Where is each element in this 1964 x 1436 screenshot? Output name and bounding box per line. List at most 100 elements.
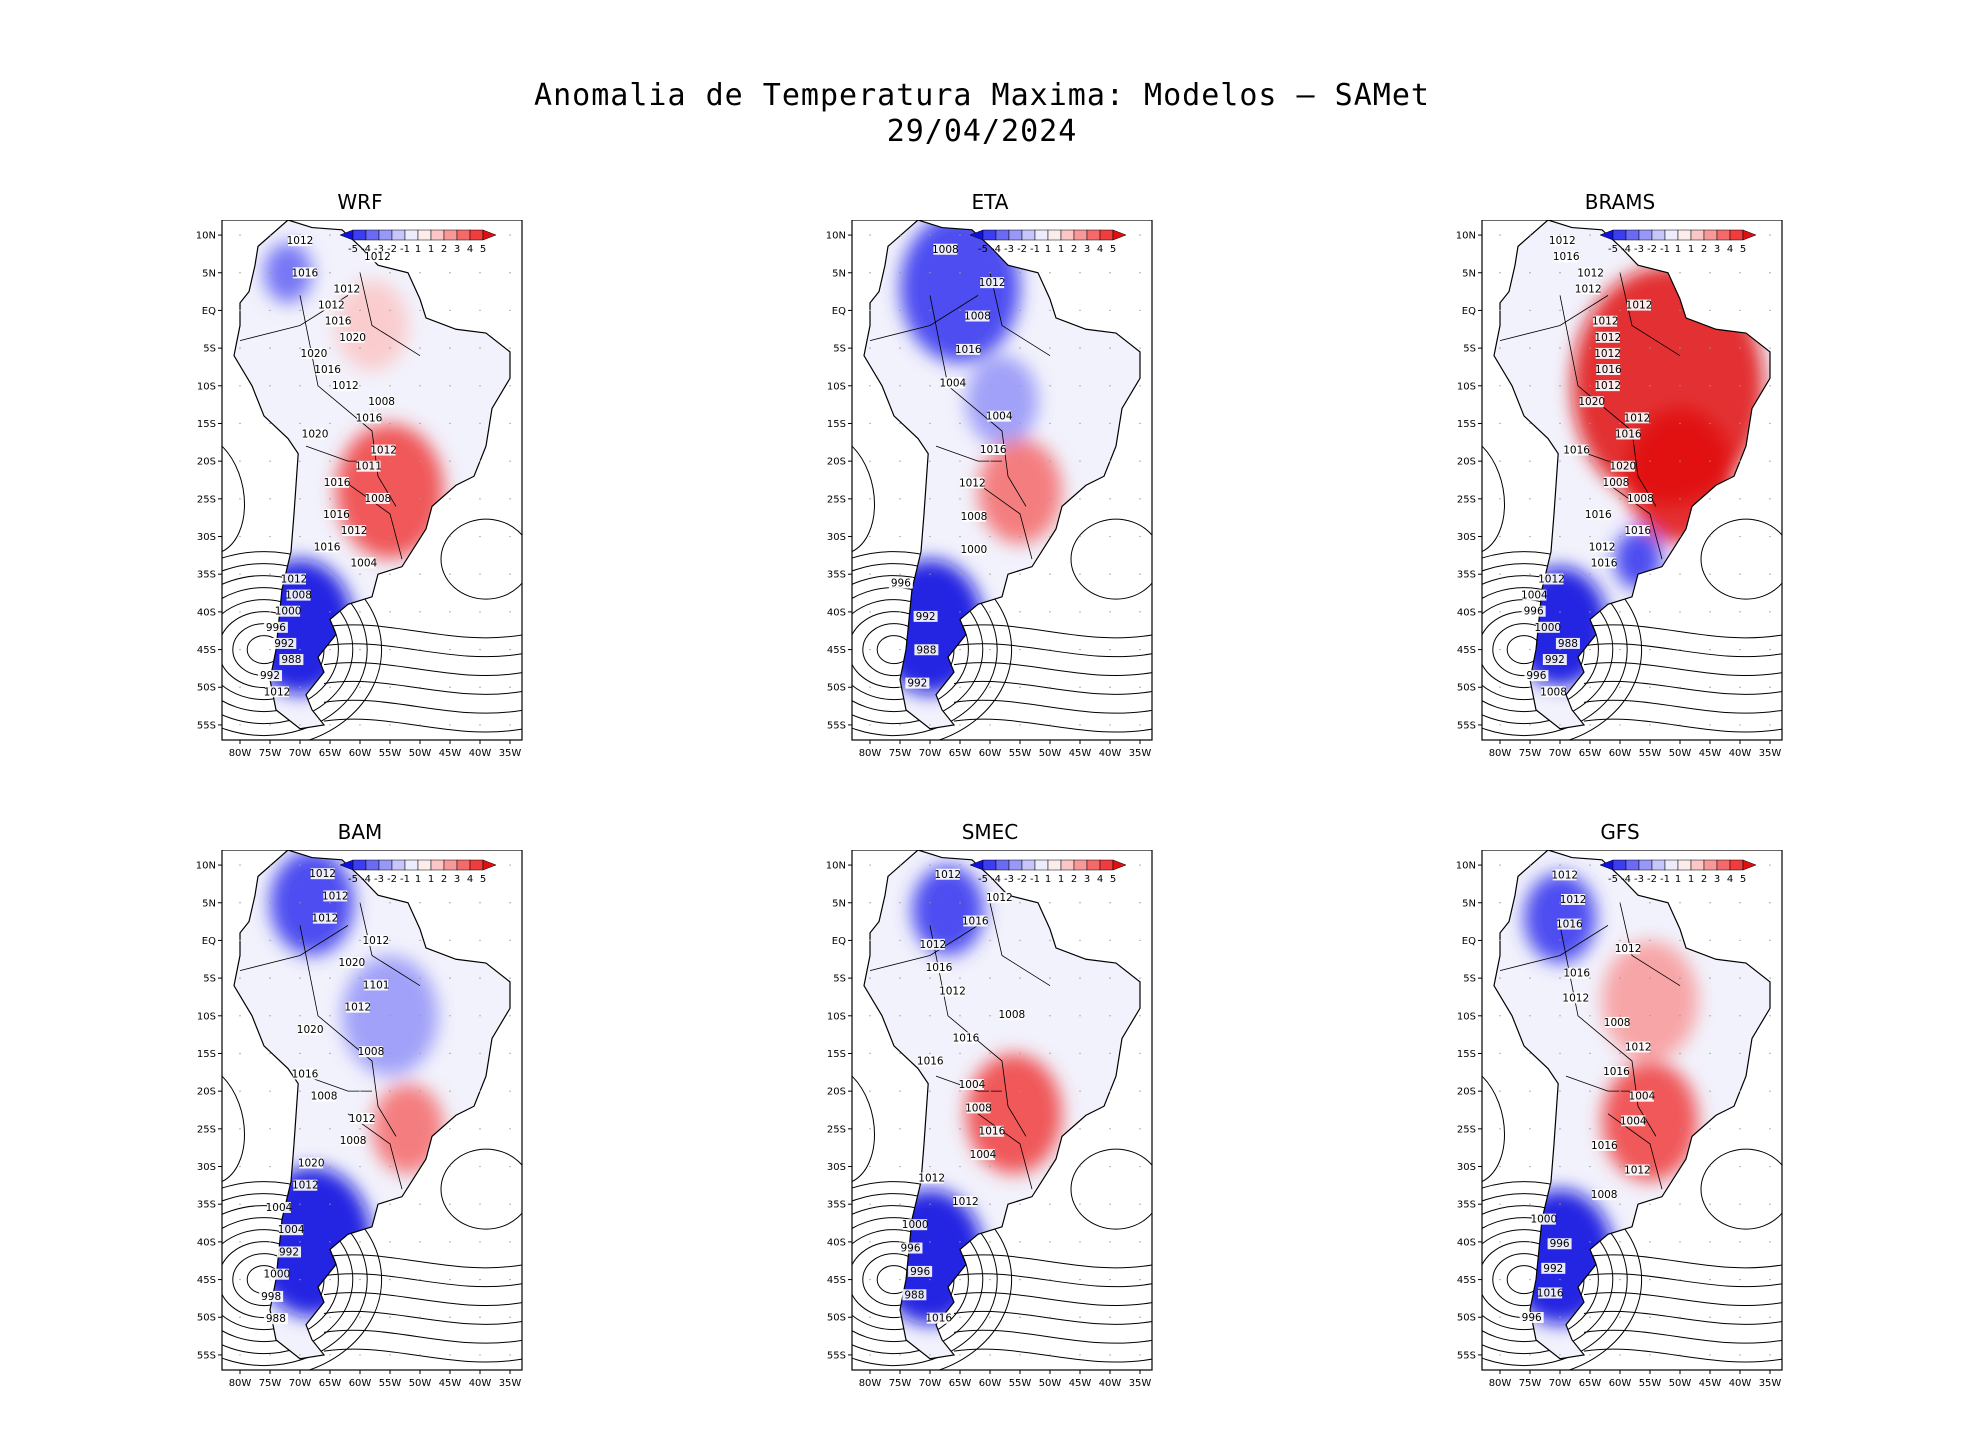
lon-tick-label: 35W (1129, 1378, 1152, 1389)
isobar-label: 1016 (291, 267, 318, 279)
isobar-label: 1012 (939, 985, 966, 998)
isobar-label: 1012 (1562, 992, 1589, 1004)
isobar-label: 1012 (344, 1001, 371, 1014)
svg-text:1004: 1004 (266, 1202, 293, 1214)
lat-tick-label: 45S (827, 1275, 846, 1286)
isobar-label: 1016 (979, 1125, 1006, 1138)
svg-text:1008: 1008 (932, 244, 959, 256)
svg-text:1016: 1016 (962, 915, 989, 927)
svg-text:1008: 1008 (961, 511, 988, 523)
svg-text:1012: 1012 (318, 300, 345, 312)
isobar-label: 1012 (1615, 943, 1641, 955)
svg-text:1020: 1020 (302, 428, 329, 440)
isobar-label: 1004 (940, 377, 967, 389)
lon-tick-label: 50W (1039, 748, 1062, 759)
lat-tick-label: 5S (1463, 974, 1476, 985)
svg-text:1016: 1016 (314, 541, 341, 553)
lat-tick-label: 35S (197, 570, 216, 581)
svg-text:1020: 1020 (297, 1024, 324, 1036)
lon-tick-label: 75W (259, 748, 282, 759)
panel-title: BRAMS (1584, 190, 1656, 214)
lat-tick-label: 10N (1456, 861, 1476, 872)
lat-tick-label: 10S (197, 1011, 216, 1022)
isobar-label: 1008 (1540, 686, 1567, 698)
colorbar-label: -5 (978, 874, 988, 885)
isobar-label: 1008 (1627, 492, 1654, 505)
lat-tick-label: 50S (197, 1313, 216, 1324)
lon-tick-label: 70W (919, 1378, 942, 1389)
colorbar-label: 2 (1071, 244, 1077, 255)
lat-tick-label: 55S (197, 720, 216, 731)
isobar-label: 992 (905, 677, 930, 690)
svg-text:1020: 1020 (1578, 396, 1605, 408)
lat-tick-label: 20S (197, 1087, 216, 1098)
isobar-label: 1016 (314, 364, 341, 376)
lon-tick-label: 60W (349, 1378, 372, 1389)
lat-tick-label: 30S (197, 532, 216, 543)
colorbar-label: 1 (415, 244, 421, 255)
svg-text:996: 996 (1522, 1312, 1542, 1324)
lat-tick-label: 55S (197, 1350, 216, 1361)
lon-tick-label: 35W (1759, 748, 1782, 759)
panel-title: WRF (337, 190, 383, 214)
svg-text:988: 988 (916, 644, 936, 656)
isobar-label: 1000 (1534, 621, 1561, 634)
svg-text:1012: 1012 (264, 686, 291, 698)
colorbar-label: 4 (1097, 874, 1103, 885)
svg-text:988: 988 (1558, 638, 1578, 650)
svg-text:1008: 1008 (340, 1135, 367, 1147)
isobar-label: 1012 (1594, 347, 1621, 360)
svg-text:1016: 1016 (1585, 509, 1612, 521)
isobar-label: 1016 (953, 1032, 980, 1044)
colorbar-label: -2 (1017, 874, 1027, 885)
lat-tick-label: 10S (1457, 1011, 1476, 1022)
isobar-label: 1016 (917, 1055, 944, 1068)
isobar-label: 1012 (1624, 1164, 1651, 1176)
svg-text:1008: 1008 (1604, 1017, 1631, 1029)
panel-wrf: WRF 10N 5N EQ 5S 10S 15S 20S 25S 30S 35S 40S 45S 50S 5… (180, 180, 540, 760)
lat-tick-label: 5S (833, 974, 846, 985)
isobar-label: 1012 (1560, 893, 1586, 906)
svg-text:1004: 1004 (986, 411, 1013, 423)
svg-text:1008: 1008 (1591, 1189, 1618, 1201)
lat-tick-label: 5N (832, 898, 846, 909)
svg-text:1016: 1016 (291, 267, 318, 279)
isobar-label: 992 (913, 610, 938, 623)
svg-text:1004: 1004 (959, 1079, 986, 1091)
lat-tick-label: 45S (197, 645, 216, 656)
lon-tick-label: 65W (949, 1378, 972, 1389)
svg-text:992: 992 (1543, 1263, 1563, 1275)
lat-tick-label: 25S (827, 494, 846, 505)
isobar-label: 1016 (1624, 525, 1651, 537)
anomaly-map: 10N 5N EQ 5S 10S 15S 20S 25S 30S 35S 40S 45S 50S 55S 8… (196, 850, 523, 1389)
isobar-label: 996 (1524, 670, 1549, 682)
isobar-label: 1008 (961, 510, 988, 523)
lat-tick-label: 25S (1457, 494, 1476, 505)
isobar-label: 1008 (368, 396, 395, 408)
isobar-label: 1016 (324, 476, 351, 489)
svg-text:1016: 1016 (926, 962, 953, 974)
svg-text:1004: 1004 (940, 377, 967, 389)
lon-tick-label: 60W (1609, 748, 1632, 759)
colorbar-label: -3 (1634, 244, 1644, 255)
svg-text:1012: 1012 (1625, 1042, 1652, 1054)
svg-text:992: 992 (1545, 654, 1565, 666)
isobar-label: 1000 (960, 544, 987, 556)
svg-text:1000: 1000 (960, 544, 987, 556)
svg-text:1012: 1012 (1577, 267, 1604, 279)
svg-text:1008: 1008 (964, 311, 991, 323)
svg-text:996: 996 (1550, 1238, 1570, 1250)
colorbar-label: -4 (361, 244, 371, 255)
isobar-label: 992 (1541, 1262, 1566, 1275)
lon-tick-label: 55W (1009, 1378, 1032, 1389)
colorbar-label: 1 (1688, 244, 1694, 255)
colorbar-label: 5 (1740, 244, 1746, 255)
lat-tick-label: 5S (1463, 344, 1476, 355)
isobar-label: 1008 (358, 1046, 384, 1058)
svg-text:992: 992 (916, 611, 936, 623)
lat-tick-label: 25S (827, 1124, 846, 1135)
isobar-label: 1012 (934, 868, 961, 881)
lat-tick-label: 10S (197, 381, 216, 392)
isobar-label: 1016 (925, 1312, 952, 1325)
lat-tick-label: 30S (1457, 532, 1476, 543)
